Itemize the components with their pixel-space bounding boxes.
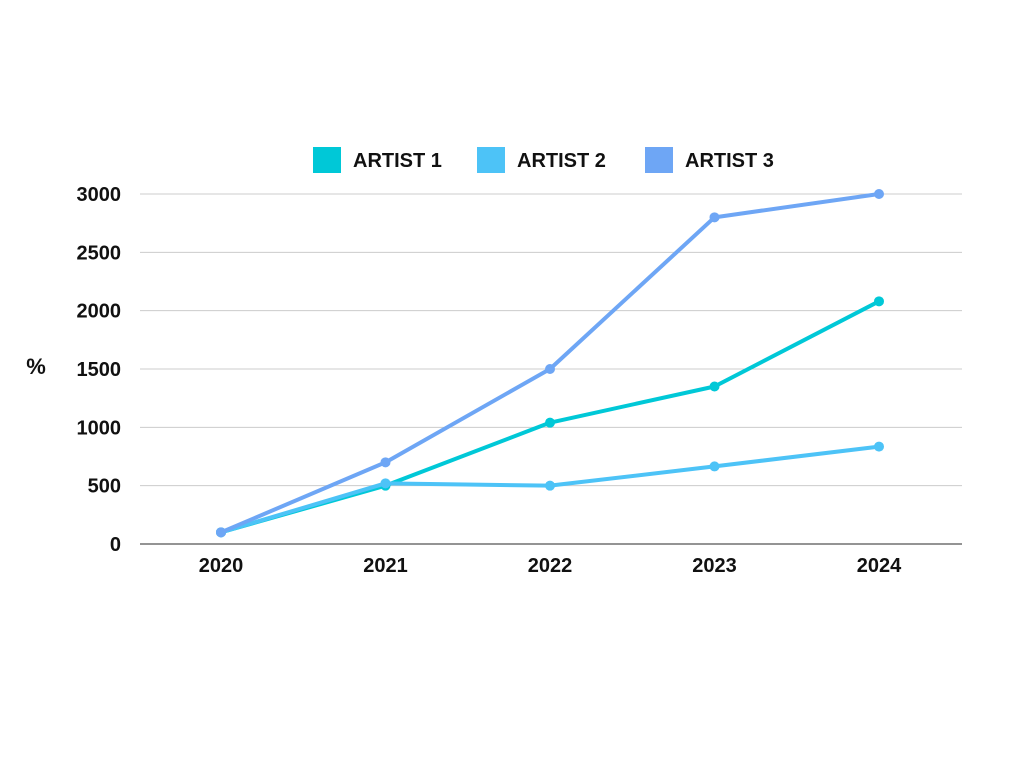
y-tick-label: 2000 <box>77 301 122 323</box>
data-point <box>545 417 555 428</box>
y-tick-label: 1500 <box>77 359 122 381</box>
series-1 <box>216 296 884 538</box>
data-point <box>380 457 391 468</box>
legend: ARTIST 1 ARTIST 2 ARTIST 3 <box>313 147 774 173</box>
data-point <box>874 189 884 199</box>
y-tick-label: 2500 <box>77 242 122 264</box>
y-axis-label: % <box>26 354 46 379</box>
data-point <box>545 480 555 491</box>
y-tick-label: 500 <box>88 476 121 498</box>
y-tick-label: 3000 <box>77 184 122 206</box>
data-point <box>874 441 884 452</box>
y-axis-ticks: 0 500 1000 1500 2000 2500 3000 <box>77 184 122 556</box>
legend-item: ARTIST 2 <box>477 147 606 173</box>
data-point <box>709 381 720 392</box>
grid-lines <box>140 193 962 487</box>
legend-item: ARTIST 3 <box>645 147 774 173</box>
data-point <box>545 364 555 374</box>
data-point <box>709 212 720 223</box>
y-tick-label: 0 <box>110 534 121 556</box>
x-axis: 2020 2021 2022 2023 2024 <box>140 543 962 577</box>
series-line <box>219 299 881 535</box>
series-lines <box>216 189 884 538</box>
legend-swatch <box>645 147 673 173</box>
data-point <box>380 478 391 489</box>
legend-swatch <box>313 147 341 173</box>
legend-label: ARTIST 2 <box>517 150 606 172</box>
series-3 <box>216 189 884 538</box>
x-tick-label: 2022 <box>528 555 573 577</box>
data-point <box>216 527 226 538</box>
x-tick-label: 2023 <box>692 555 737 577</box>
legend-label: ARTIST 1 <box>353 150 442 172</box>
data-point <box>709 461 720 472</box>
legend-swatch <box>477 147 505 173</box>
data-point <box>874 296 884 307</box>
legend-label: ARTIST 3 <box>685 150 774 172</box>
x-tick-label: 2020 <box>199 555 244 577</box>
x-tick-label: 2021 <box>363 555 408 577</box>
y-tick-label: 1000 <box>77 417 122 439</box>
x-tick-label: 2024 <box>857 555 902 577</box>
legend-item: ARTIST 1 <box>313 147 442 173</box>
series-2 <box>216 441 884 538</box>
